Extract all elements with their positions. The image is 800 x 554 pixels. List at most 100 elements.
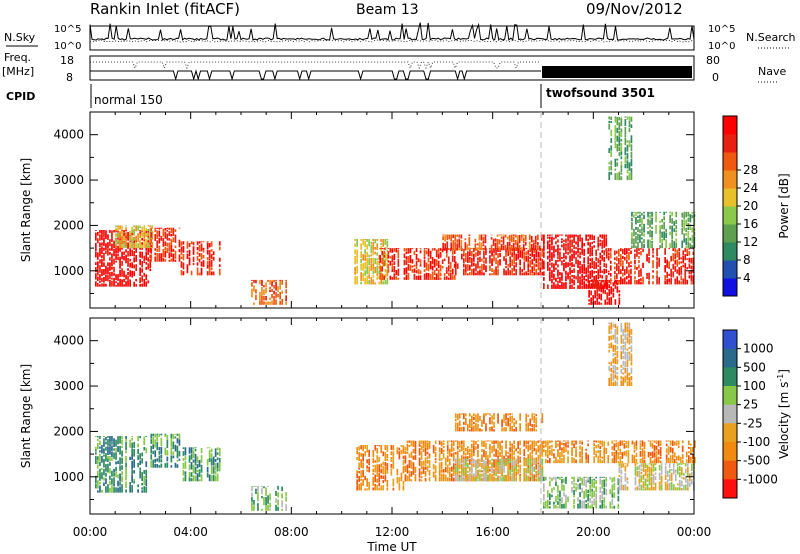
data-cell: [603, 234, 606, 240]
data-cell: [458, 420, 461, 427]
data-cell: [273, 290, 275, 295]
data-cell: [515, 448, 517, 452]
data-cell: [466, 244, 469, 251]
data-cell: [599, 242, 602, 247]
data-cell: [438, 453, 441, 461]
data-cell: [127, 251, 129, 257]
data-cell: [418, 468, 421, 471]
data-cell: [115, 238, 117, 246]
data-cell: [681, 227, 684, 235]
data-cell: [636, 463, 639, 465]
data-cell: [509, 248, 511, 256]
data-cell: [419, 259, 422, 264]
colorbar-tick-label: 1000: [743, 342, 774, 356]
data-cell: [206, 472, 209, 478]
data-cell: [493, 249, 495, 254]
data-cell: [386, 463, 389, 471]
data-cell: [440, 447, 443, 454]
data-cell: [614, 250, 616, 256]
data-cell: [212, 456, 215, 466]
noise-sky-line: [89, 22, 695, 41]
data-cell: [95, 242, 97, 252]
data-cell: [448, 477, 451, 482]
data-cell: [422, 449, 425, 452]
data-cell: [192, 459, 195, 463]
data-cell: [626, 276, 628, 280]
data-cell: [99, 446, 101, 449]
data-cell: [162, 238, 165, 247]
data-cell: [119, 473, 121, 482]
data-cell: [475, 252, 477, 257]
data-cell: [664, 248, 666, 255]
data-cell: [561, 244, 563, 248]
data-cell: [603, 479, 606, 488]
data-cell: [513, 273, 515, 276]
data-cell: [378, 275, 381, 279]
data-cell: [392, 445, 395, 451]
data-cell: [503, 462, 505, 467]
data-cell: [366, 465, 368, 469]
data-cell: [533, 263, 536, 272]
data-cell: [605, 280, 608, 289]
data-cell: [519, 464, 521, 473]
data-cell: [133, 470, 135, 474]
data-cell: [424, 440, 427, 447]
data-cell: [448, 440, 451, 442]
data-cell: [555, 495, 557, 498]
data-cell: [478, 241, 481, 251]
data-cell: [569, 255, 571, 263]
data-cell: [461, 463, 463, 473]
data-cell: [537, 242, 539, 246]
data-cell: [557, 259, 559, 262]
data-cell: [411, 269, 414, 273]
data-cell: [202, 247, 205, 251]
data-cell: [547, 255, 549, 260]
data-cell: [510, 234, 513, 243]
data-cell: [137, 225, 139, 231]
data-cell: [111, 271, 113, 277]
data-cell: [631, 245, 633, 249]
data-cell: [571, 447, 573, 456]
data-cell: [471, 269, 473, 276]
data-cell: [614, 275, 616, 280]
data-cell: [125, 436, 127, 439]
data-cell: [583, 263, 585, 272]
data-cell: [593, 478, 595, 481]
data-cell: [113, 277, 115, 287]
data-cell: [631, 217, 633, 222]
data-cell: [97, 443, 99, 450]
data-cell: [692, 251, 695, 255]
data-cell: [652, 487, 655, 491]
data-cell: [376, 273, 379, 277]
data-cell: [577, 483, 579, 490]
data-cell: [577, 497, 579, 502]
data-cell: [616, 326, 619, 335]
data-cell: [485, 451, 487, 460]
data-cell: [366, 488, 368, 491]
data-cell: [522, 234, 525, 237]
data-cell: [537, 262, 540, 271]
data-cell: [192, 262, 195, 266]
data-cell: [624, 119, 627, 126]
data-cell: [587, 494, 589, 502]
data-cell: [117, 480, 119, 487]
data-cell: [561, 458, 563, 464]
colorbar-tick-label: -25: [743, 416, 763, 430]
data-cell: [172, 248, 175, 252]
data-cell: [386, 445, 389, 452]
data-cell: [601, 234, 604, 239]
data-cell: [95, 273, 97, 280]
data-cell: [356, 265, 358, 274]
data-cell: [591, 241, 593, 245]
data-cell: [384, 280, 387, 285]
data-cell: [275, 491, 277, 496]
data-cell: [628, 372, 631, 376]
data-cell: [509, 256, 511, 263]
data-cell: [614, 374, 617, 379]
data-cell: [671, 225, 673, 232]
data-cell: [426, 456, 429, 460]
data-cell: [539, 266, 542, 276]
data-cell: [469, 271, 471, 276]
data-cell: [638, 248, 640, 252]
data-cell: [616, 263, 618, 272]
